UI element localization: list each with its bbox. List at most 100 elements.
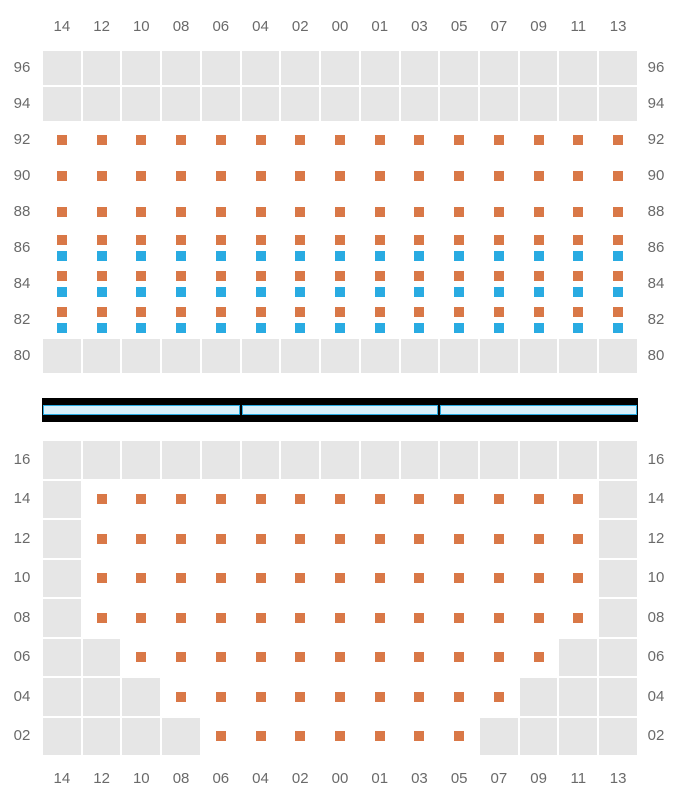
seat-cell[interactable] bbox=[519, 677, 559, 717]
seat-cell[interactable] bbox=[82, 677, 122, 717]
seat-cell[interactable] bbox=[42, 717, 82, 757]
seat-marker-orange bbox=[494, 235, 504, 245]
seat-marker-orange bbox=[613, 307, 623, 317]
seat-marker-orange bbox=[295, 613, 305, 623]
seat-cell[interactable] bbox=[121, 717, 161, 757]
seat-cell[interactable] bbox=[280, 440, 320, 480]
seat-cell[interactable] bbox=[161, 50, 201, 86]
seat-cell[interactable] bbox=[42, 677, 82, 717]
seat-cell[interactable] bbox=[360, 50, 400, 86]
seat-marker-orange bbox=[176, 573, 186, 583]
seat-cell[interactable] bbox=[479, 86, 519, 122]
seat-cell[interactable] bbox=[280, 338, 320, 374]
seat-cell[interactable] bbox=[42, 50, 82, 86]
seat-cell[interactable] bbox=[201, 440, 241, 480]
seat-cell[interactable] bbox=[439, 50, 479, 86]
seat-cell[interactable] bbox=[479, 440, 519, 480]
seat-cell[interactable] bbox=[360, 86, 400, 122]
seat-cell[interactable] bbox=[558, 638, 598, 678]
seat-cell[interactable] bbox=[320, 338, 360, 374]
seat-cell[interactable] bbox=[241, 86, 281, 122]
seat-cell[interactable] bbox=[161, 717, 201, 757]
seat-marker-orange bbox=[573, 207, 583, 217]
seat-cell[interactable] bbox=[598, 440, 638, 480]
seat-cell[interactable] bbox=[400, 338, 440, 374]
row-label-right: 86 bbox=[644, 239, 668, 256]
seat-cell[interactable] bbox=[201, 50, 241, 86]
stage-segment bbox=[43, 405, 240, 415]
seat-cell[interactable] bbox=[400, 86, 440, 122]
seat-cell[interactable] bbox=[161, 440, 201, 480]
seat-cell[interactable] bbox=[121, 338, 161, 374]
seat-cell[interactable] bbox=[201, 86, 241, 122]
seat-cell[interactable] bbox=[598, 50, 638, 86]
seat-cell[interactable] bbox=[519, 440, 559, 480]
seat-cell[interactable] bbox=[360, 338, 400, 374]
seat-cell[interactable] bbox=[42, 86, 82, 122]
seat-cell[interactable] bbox=[42, 598, 82, 638]
seat-cell[interactable] bbox=[82, 638, 122, 678]
seat-cell[interactable] bbox=[558, 50, 598, 86]
row-label-left: 16 bbox=[10, 451, 34, 468]
seat-cell[interactable] bbox=[241, 50, 281, 86]
seat-cell[interactable] bbox=[439, 338, 479, 374]
seat-cell[interactable] bbox=[42, 338, 82, 374]
seat-cell[interactable] bbox=[42, 480, 82, 520]
seat-cell[interactable] bbox=[558, 86, 598, 122]
seat-cell[interactable] bbox=[598, 480, 638, 520]
seat-cell[interactable] bbox=[479, 338, 519, 374]
seat-cell[interactable] bbox=[519, 50, 559, 86]
seat-cell[interactable] bbox=[519, 717, 559, 757]
seat-cell[interactable] bbox=[42, 638, 82, 678]
seat-marker-blue bbox=[454, 323, 464, 333]
seat-cell[interactable] bbox=[320, 440, 360, 480]
seat-cell[interactable] bbox=[400, 50, 440, 86]
seat-cell[interactable] bbox=[598, 559, 638, 599]
seat-cell[interactable] bbox=[121, 86, 161, 122]
seat-cell[interactable] bbox=[82, 440, 122, 480]
seat-cell[interactable] bbox=[42, 440, 82, 480]
seat-cell[interactable] bbox=[82, 86, 122, 122]
seat-cell[interactable] bbox=[161, 86, 201, 122]
seat-cell[interactable] bbox=[519, 86, 559, 122]
seat-cell[interactable] bbox=[161, 338, 201, 374]
seat-cell[interactable] bbox=[82, 338, 122, 374]
seat-cell[interactable] bbox=[519, 338, 559, 374]
seat-cell[interactable] bbox=[558, 338, 598, 374]
seat-cell[interactable] bbox=[479, 50, 519, 86]
seat-cell[interactable] bbox=[598, 638, 638, 678]
seat-cell[interactable] bbox=[360, 440, 400, 480]
seat-cell[interactable] bbox=[439, 86, 479, 122]
seat-marker-orange bbox=[256, 271, 266, 281]
seat-cell[interactable] bbox=[598, 338, 638, 374]
seat-cell[interactable] bbox=[558, 717, 598, 757]
seat-cell[interactable] bbox=[201, 338, 241, 374]
seat-marker-orange bbox=[573, 573, 583, 583]
seat-cell[interactable] bbox=[241, 440, 281, 480]
seat-cell[interactable] bbox=[598, 717, 638, 757]
seat-cell[interactable] bbox=[479, 717, 519, 757]
seat-marker-orange bbox=[176, 307, 186, 317]
seat-cell[interactable] bbox=[121, 440, 161, 480]
seat-cell[interactable] bbox=[82, 717, 122, 757]
seat-cell[interactable] bbox=[121, 677, 161, 717]
seat-cell[interactable] bbox=[42, 519, 82, 559]
seat-cell[interactable] bbox=[320, 50, 360, 86]
seat-cell[interactable] bbox=[241, 338, 281, 374]
seat-cell[interactable] bbox=[42, 559, 82, 599]
seat-cell[interactable] bbox=[280, 50, 320, 86]
seat-cell[interactable] bbox=[439, 440, 479, 480]
seat-cell[interactable] bbox=[558, 677, 598, 717]
seat-cell[interactable] bbox=[598, 86, 638, 122]
seat-cell[interactable] bbox=[400, 440, 440, 480]
seat-cell[interactable] bbox=[598, 519, 638, 559]
seat-marker-blue bbox=[256, 287, 266, 297]
seat-cell[interactable] bbox=[82, 50, 122, 86]
seat-cell[interactable] bbox=[320, 86, 360, 122]
seat-cell[interactable] bbox=[558, 440, 598, 480]
seat-cell[interactable] bbox=[598, 598, 638, 638]
seat-marker-orange bbox=[97, 534, 107, 544]
seat-cell[interactable] bbox=[598, 677, 638, 717]
seat-cell[interactable] bbox=[121, 50, 161, 86]
seat-cell[interactable] bbox=[280, 86, 320, 122]
